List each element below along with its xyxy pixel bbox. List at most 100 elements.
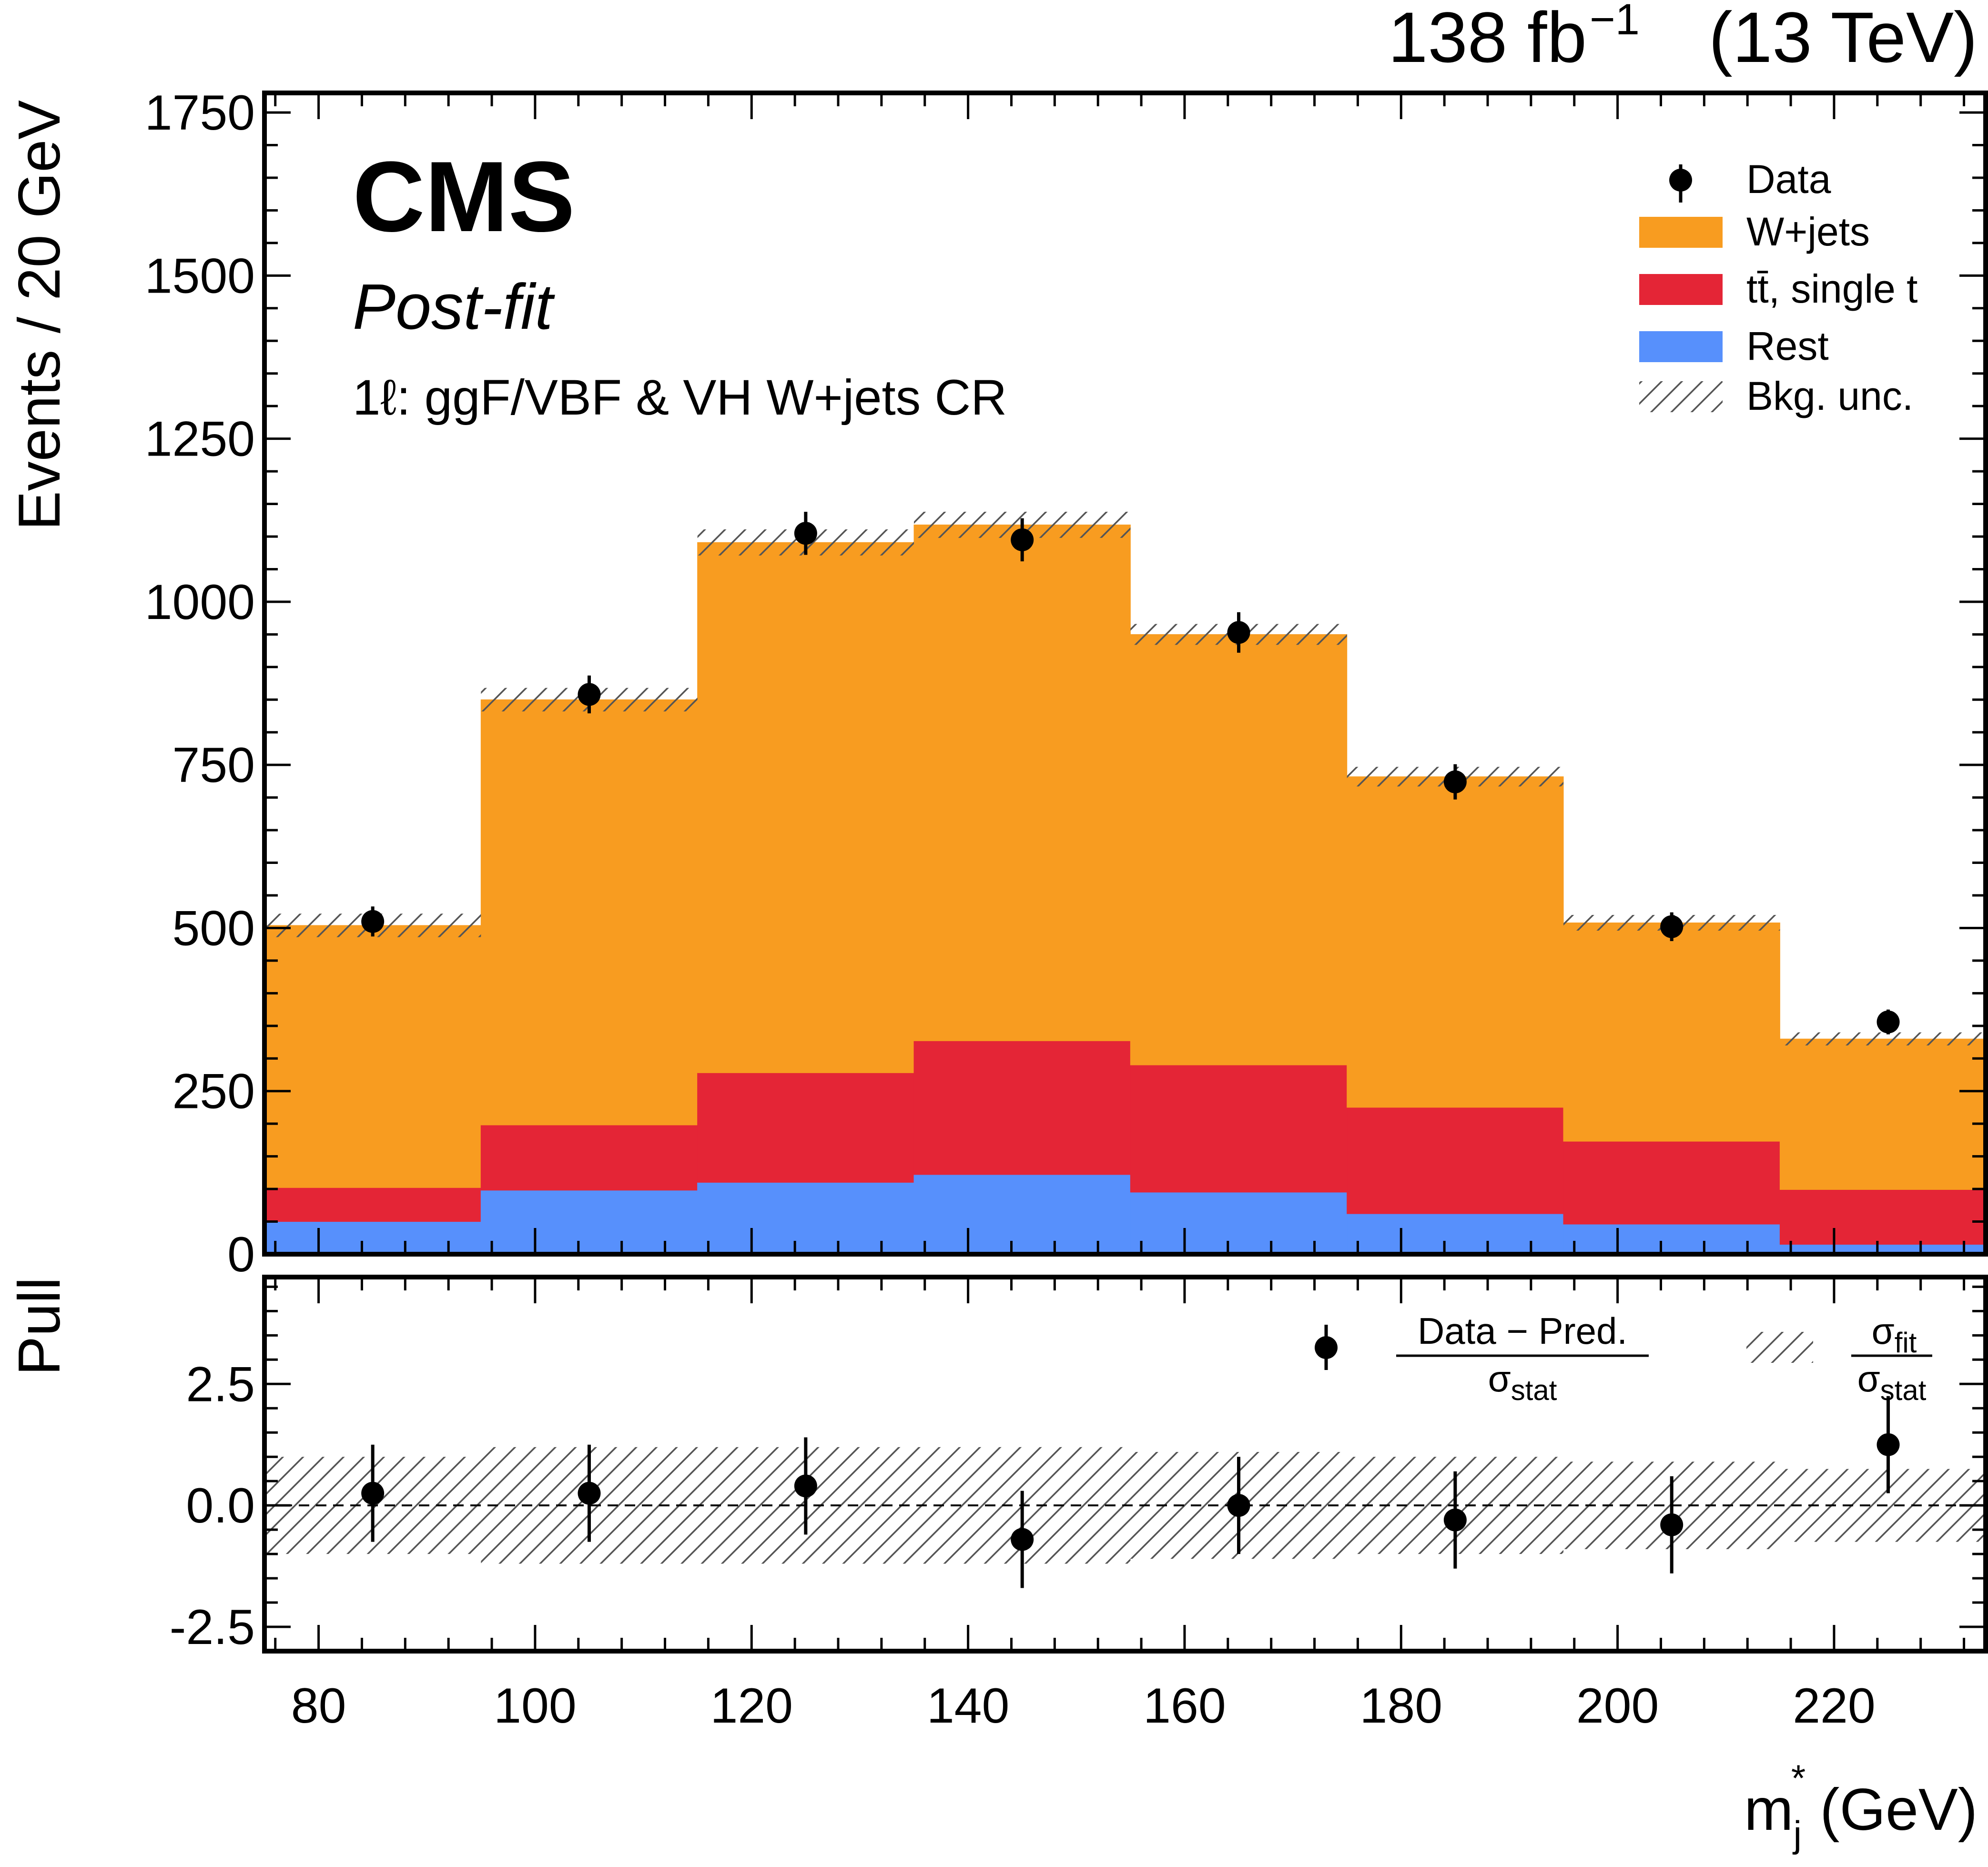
legend-ttbar-label: tt̄, single t (1746, 266, 1918, 311)
x-tick-label-100: 100 (494, 1678, 577, 1734)
y-tick-label-500: 500 (172, 901, 255, 956)
x-tick-label-120: 120 (710, 1678, 793, 1734)
legend-wjets-swatch (1639, 217, 1723, 248)
pull-frame (262, 1275, 1988, 1654)
bar-wjets-1 (480, 699, 698, 1126)
y-tick-label-1250: 1250 (145, 412, 255, 467)
x-tick-label-220: 220 (1793, 1678, 1876, 1734)
legend-entry-bkg-unc: Bkg. unc. (1639, 374, 1913, 418)
stacked-histogram (264, 524, 1986, 1254)
data-point-2 (794, 522, 817, 545)
data-points (361, 511, 1900, 1035)
x-tick-label-200: 200 (1576, 1678, 1659, 1734)
legend-entry-rest: Rest (1639, 324, 1829, 368)
pull-legend-numerator: Data − Pred. (1418, 1310, 1627, 1352)
pull-legend-band-denominator: σstat (1857, 1358, 1927, 1406)
legend-rest-label: Rest (1746, 324, 1829, 368)
bar-ttbar-6 (1563, 1141, 1780, 1225)
y-tick-label-1000: 1000 (145, 575, 255, 630)
pull-legend-band-numerator: σfit (1872, 1310, 1917, 1359)
fit-status-label: Post-fit (353, 271, 556, 343)
region-label: 1ℓ: ggF/VBF & VH W+jets CR (353, 370, 1007, 426)
bar-wjets-4 (1130, 634, 1348, 1065)
data-point-0 (361, 910, 385, 933)
pull-point-2 (794, 1474, 817, 1498)
bar-wjets-5 (1347, 776, 1564, 1108)
axis-ticks (264, 93, 1986, 1653)
bar-rest-3 (913, 1174, 1131, 1254)
bkg-unc-bin-7 (1780, 1032, 1986, 1045)
y-axis-title: Events / 20 GeV (7, 100, 72, 530)
pull-point-1 (578, 1481, 601, 1505)
legend-bkg-unc-label: Bkg. unc. (1746, 374, 1913, 418)
x-tick-label-140: 140 (927, 1678, 1010, 1734)
x-axis-title: mj* (GeV) (1744, 1757, 1978, 1855)
legend-wjets-label: W+jets (1746, 209, 1870, 254)
legend: Data W+jets tt̄, single t Rest Bkg. unc. (1639, 157, 1918, 418)
bar-ttbar-4 (1130, 1065, 1348, 1193)
data-point-6 (1660, 915, 1684, 938)
legend-rest-swatch (1639, 331, 1723, 362)
lumi-exponent: −1 (1590, 0, 1640, 44)
y-tick-label-1500: 1500 (145, 248, 255, 304)
bar-ttbar-1 (480, 1125, 698, 1191)
bar-rest-1 (480, 1190, 698, 1254)
lumi-label: 138 fb (1388, 0, 1587, 77)
legend-entry-data: Data (1669, 157, 1831, 203)
pull-point-7 (1876, 1433, 1900, 1456)
pull-plot-area (264, 1396, 1986, 1588)
bar-ttbar-2 (697, 1072, 914, 1183)
pull-y-tick-label-2: 2.5 (186, 1357, 255, 1412)
pull-point-0 (361, 1481, 385, 1505)
bar-rest-4 (1130, 1192, 1348, 1254)
bar-wjets-2 (697, 542, 914, 1073)
pull-legend-marker (1315, 1336, 1338, 1359)
bar-ttbar-5 (1347, 1107, 1564, 1214)
bar-wjets-7 (1779, 1038, 1986, 1190)
pull-point-5 (1443, 1508, 1467, 1532)
bar-wjets-0 (264, 925, 481, 1188)
x-tick-label-160: 160 (1143, 1678, 1226, 1734)
pull-legend-denominator: σstat (1488, 1358, 1557, 1406)
bar-rest-2 (697, 1182, 914, 1254)
y-tick-labels: 0 250 500 750 1000 1250 1500 1750 (145, 85, 255, 1282)
bar-wjets-6 (1563, 922, 1780, 1142)
y-tick-label-750: 750 (172, 738, 255, 793)
y-tick-label-250: 250 (172, 1064, 255, 1119)
legend-bkg-unc-swatch (1639, 381, 1723, 412)
data-point-7 (1876, 1010, 1900, 1034)
energy-label: (13 TeV) (1709, 0, 1978, 77)
data-point-5 (1443, 770, 1467, 793)
legend-entry-wjets: W+jets (1639, 209, 1870, 254)
main-plot-area (264, 511, 1986, 1254)
data-point-1 (578, 683, 601, 706)
cms-label: CMS (353, 141, 575, 253)
pull-legend: Data − Pred. σstat σfit σstat (1315, 1310, 1932, 1406)
main-frame (262, 91, 1988, 1257)
x-tick-labels: 80 100 120 140 160 180 200 220 (291, 1678, 1876, 1734)
y-tick-label-0: 0 (227, 1227, 255, 1282)
data-point-4 (1227, 621, 1250, 644)
bar-ttbar-7 (1779, 1189, 1986, 1245)
pull-legend-band-swatch (1746, 1332, 1813, 1363)
y-tick-label-1750: 1750 (145, 85, 255, 141)
data-point-3 (1011, 528, 1034, 551)
pull-y-tick-label-1: 0.0 (186, 1478, 255, 1533)
pull-point-3 (1011, 1528, 1034, 1551)
pull-y-tick-label-0: -2.5 (170, 1600, 255, 1655)
legend-data-label: Data (1746, 157, 1831, 202)
legend-entry-ttbar: tt̄, single t (1639, 266, 1918, 311)
pull-y-tick-labels: -2.5 0.0 2.5 (170, 1357, 255, 1655)
pull-points (361, 1396, 1900, 1588)
legend-data-marker (1669, 169, 1692, 192)
x-tick-label-180: 180 (1360, 1678, 1443, 1734)
bar-ttbar-0 (264, 1187, 481, 1222)
bar-wjets-3 (913, 524, 1131, 1041)
pull-point-4 (1227, 1494, 1250, 1517)
pull-point-6 (1660, 1513, 1684, 1536)
x-tick-label-80: 80 (291, 1678, 346, 1734)
legend-ttbar-swatch (1639, 274, 1723, 305)
pull-y-axis-title: Pull (7, 1277, 72, 1376)
bar-ttbar-3 (913, 1040, 1131, 1175)
